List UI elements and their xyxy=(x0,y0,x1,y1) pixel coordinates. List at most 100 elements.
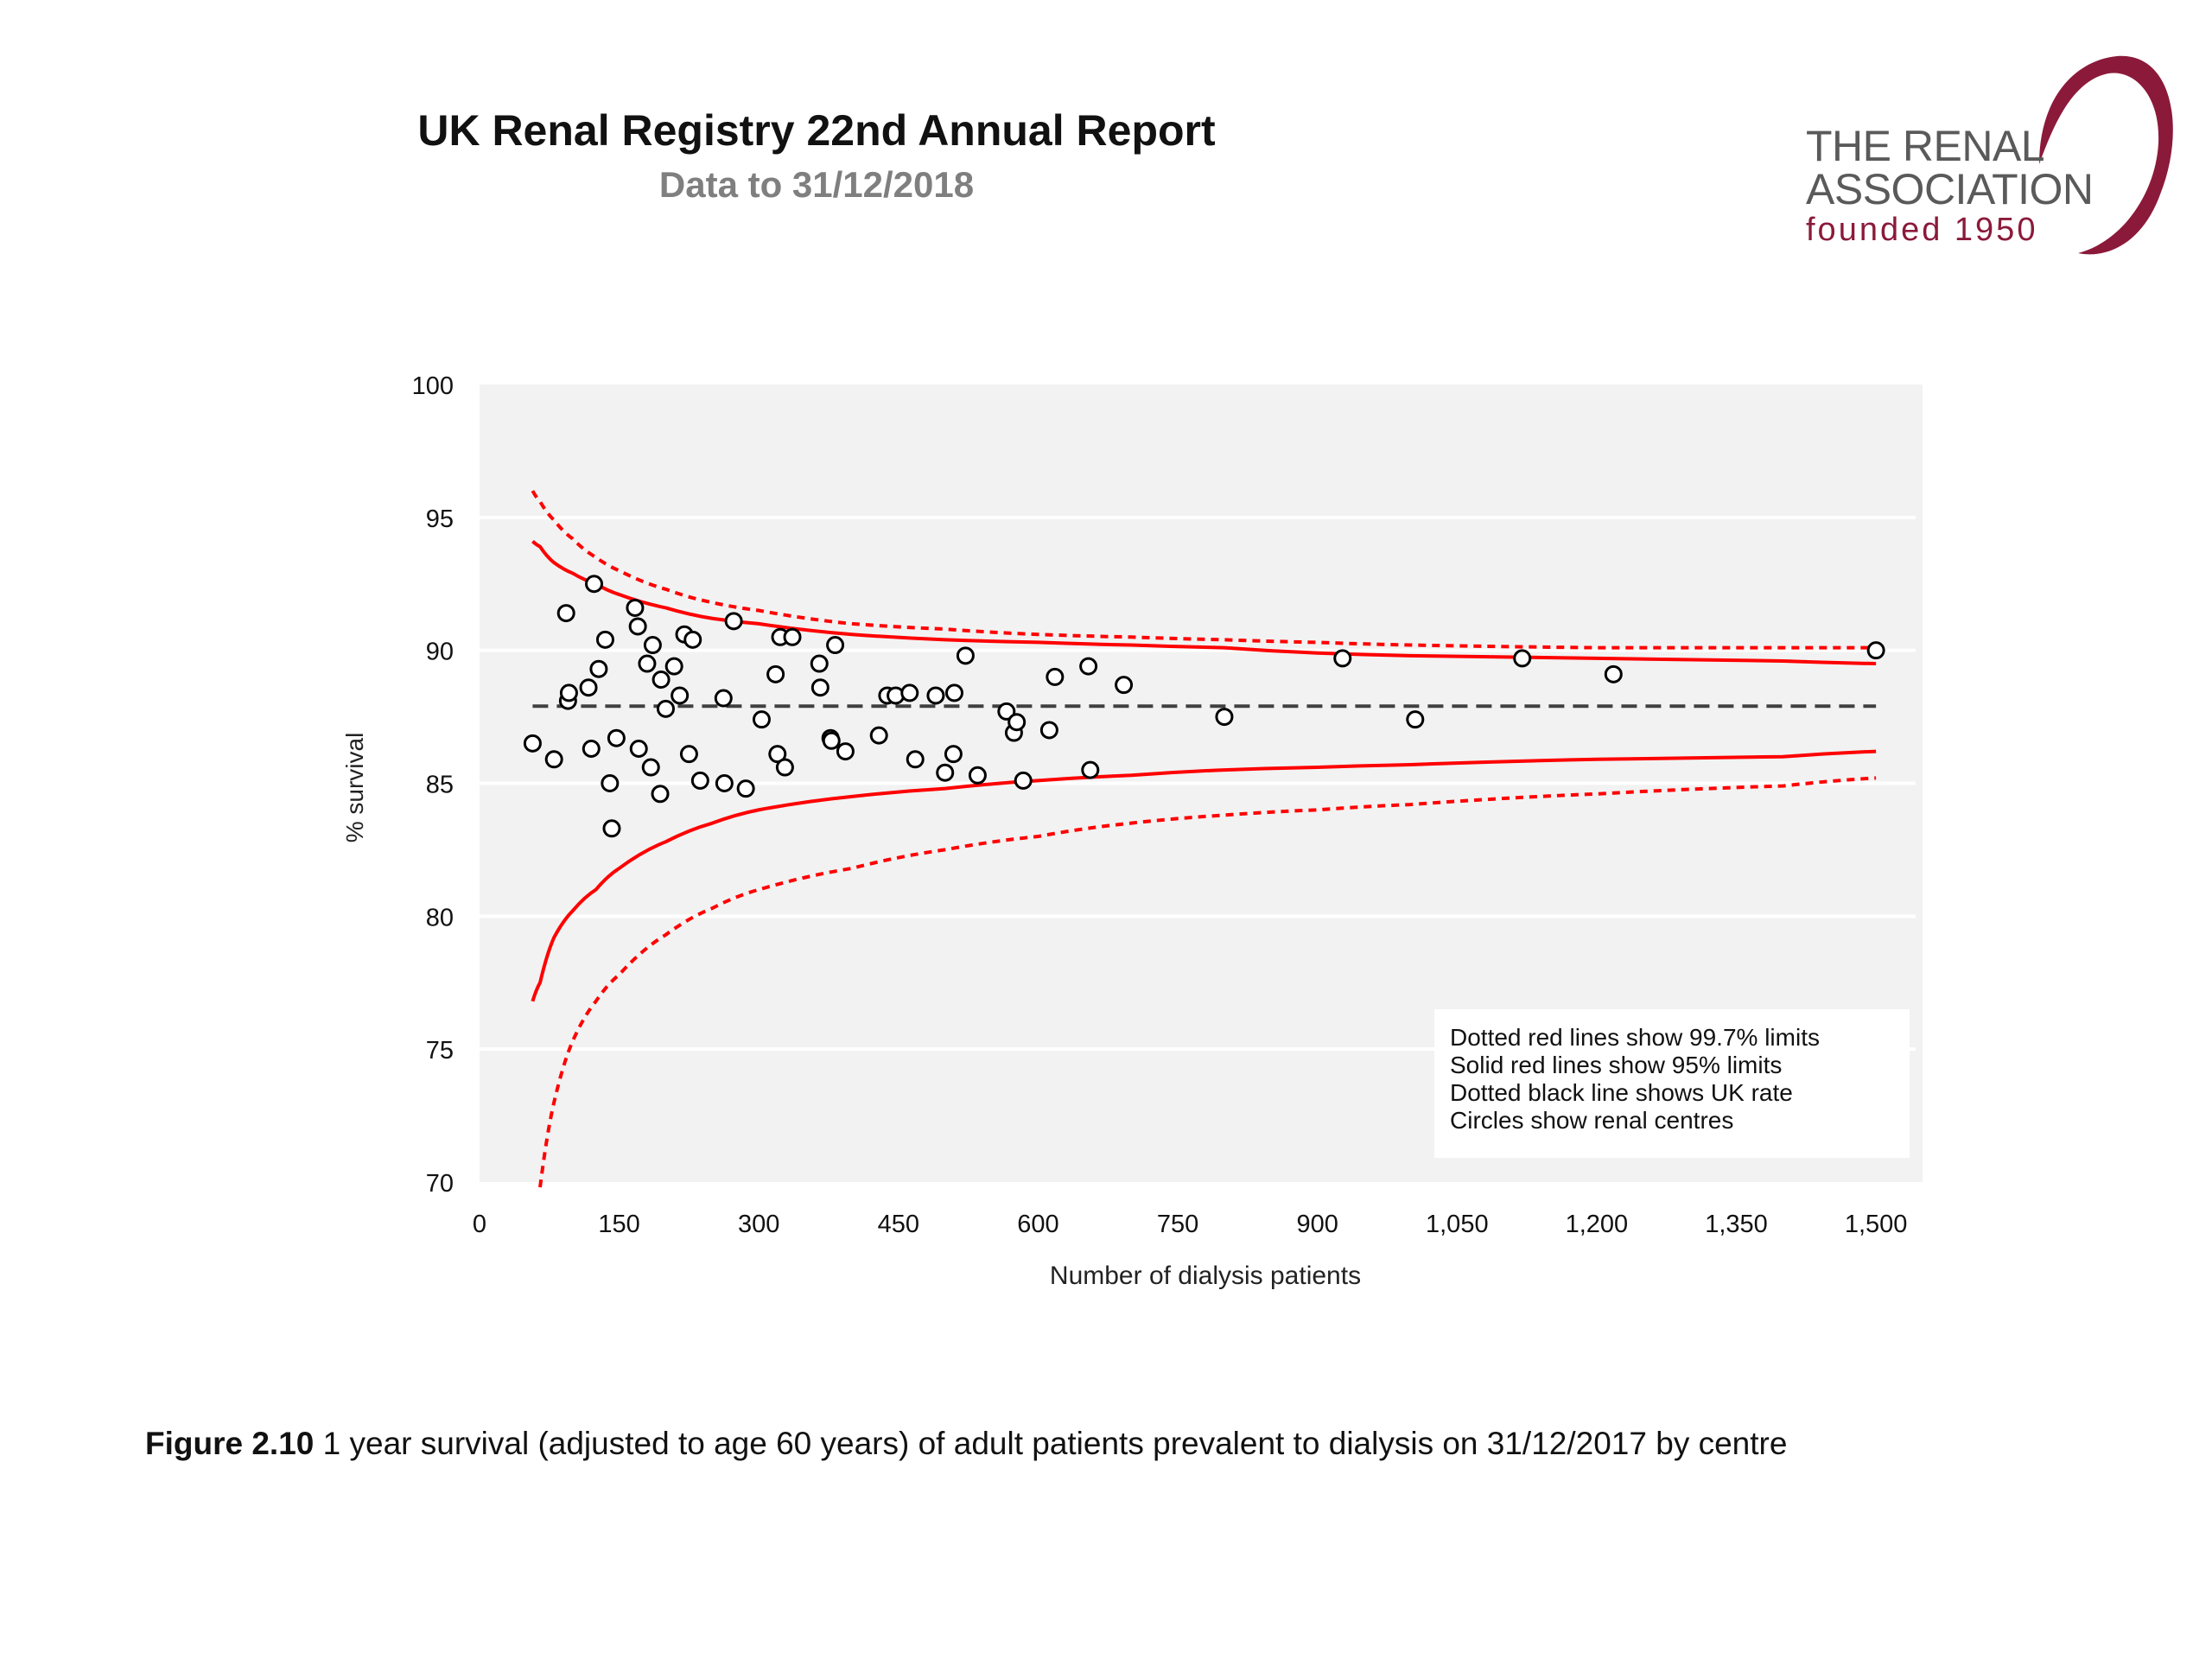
renal-centre-point xyxy=(651,785,670,804)
renal-centre-point xyxy=(652,671,671,690)
figure-caption-text: 1 year survival (adjusted to age 60 year… xyxy=(314,1426,1788,1461)
x-tick-label: 150 xyxy=(598,1211,639,1238)
renal-centre-point xyxy=(1081,760,1100,779)
logo-swirl-shape xyxy=(2039,55,2173,255)
renal-centre-point xyxy=(628,617,647,636)
renal-centre-point xyxy=(690,771,709,790)
report-subtitle: Data to 31/12/2018 xyxy=(658,164,975,205)
legend-background xyxy=(1434,1009,1910,1158)
renal-centre-point xyxy=(926,686,945,705)
renal-centre-point xyxy=(810,654,829,673)
renal-centre-point xyxy=(775,758,794,777)
renal-centre-point xyxy=(1039,721,1058,740)
legend-line-1: Dotted red lines show 99.7% limits xyxy=(1450,1024,1820,1051)
renal-centre-point xyxy=(783,627,802,646)
renal-centre-point xyxy=(822,731,841,750)
renal-centre-point xyxy=(736,779,755,798)
renal-centre-point xyxy=(579,678,598,697)
renal-centre-point xyxy=(968,766,987,785)
renal-association-logo: THE RENAL ASSOCIATION founded 1950 xyxy=(1780,48,2177,272)
renal-centre-point xyxy=(582,740,601,759)
renal-centre-point xyxy=(595,630,614,649)
y-tick-label: 100 xyxy=(412,372,454,400)
renal-centre-point xyxy=(671,686,690,705)
figure-label: Figure 2.10 xyxy=(145,1426,315,1461)
x-tick-label: 1,200 xyxy=(1566,1211,1629,1238)
renal-centre-point xyxy=(768,745,787,764)
renal-centre-point xyxy=(601,774,620,792)
y-tick-label: 75 xyxy=(426,1037,454,1065)
renal-centre-point xyxy=(626,598,645,617)
renal-centre-point xyxy=(766,664,785,683)
renal-centre-point xyxy=(585,575,604,594)
renal-centre-point xyxy=(826,636,845,655)
renal-centre-point xyxy=(1007,713,1027,732)
renal-centre-point xyxy=(752,710,771,729)
renal-centre-point xyxy=(556,604,575,623)
renal-centre-point xyxy=(1406,710,1425,729)
renal-centre-point xyxy=(629,740,648,759)
renal-centre-point xyxy=(944,745,963,764)
renal-centre-point xyxy=(544,750,563,769)
logo-text-line2: ASSOCIATION xyxy=(1806,165,2094,213)
renal-centre-point xyxy=(602,819,621,838)
renal-centre-point xyxy=(906,750,925,769)
renal-centre-point xyxy=(1513,649,1532,668)
x-tick-label: 0 xyxy=(473,1211,486,1238)
renal-centre-point xyxy=(724,612,743,631)
legend-line-3: Dotted black line shows UK rate xyxy=(1450,1079,1793,1106)
x-tick-label: 1,500 xyxy=(1845,1211,1908,1238)
y-axis-label: % survival xyxy=(341,733,368,843)
renal-centre-point xyxy=(656,699,675,718)
renal-centre-point xyxy=(643,636,662,655)
data-points xyxy=(523,575,1885,838)
renal-centre-point xyxy=(641,758,660,777)
renal-centre-point xyxy=(559,683,578,702)
renal-centre-point xyxy=(1079,657,1098,676)
x-tick-label: 750 xyxy=(1157,1211,1198,1238)
axis-ticks: 70 75 80 85 90 95 100 0 150 300 450 600 750 900 1,050 1… xyxy=(412,372,1908,1238)
x-tick-label: 300 xyxy=(738,1211,779,1238)
renal-centre-point xyxy=(683,630,702,649)
y-tick-label: 90 xyxy=(426,639,454,666)
figure-caption: Figure 2.10 1 year survival (adjusted to… xyxy=(145,1426,1787,1462)
renal-centre-point xyxy=(869,726,888,745)
renal-centre-point xyxy=(638,654,657,673)
y-tick-label: 70 xyxy=(426,1170,454,1198)
renal-centre-point xyxy=(679,745,698,764)
y-tick-label: 80 xyxy=(426,904,454,931)
renal-centre-point xyxy=(1014,771,1033,790)
renal-centre-point xyxy=(1115,676,1134,695)
renal-centre-point xyxy=(944,683,963,702)
renal-centre-point xyxy=(607,728,626,747)
x-tick-label: 450 xyxy=(878,1211,919,1238)
legend-box: Dotted red lines show 99.7% limits Solid… xyxy=(1434,1009,1910,1158)
renal-centre-point xyxy=(664,657,683,676)
x-axis-label: Number of dialysis patients xyxy=(1050,1262,1361,1290)
report-title: UK Renal Registry 22nd Annual Report xyxy=(417,106,1216,155)
renal-centre-point xyxy=(1866,641,1885,660)
lower-95-limit-line xyxy=(531,749,1877,1002)
y-tick-label: 85 xyxy=(426,772,454,799)
renal-centre-point xyxy=(997,702,1016,721)
renal-centre-point xyxy=(589,659,608,678)
renal-centre-point xyxy=(900,683,919,702)
renal-centre-point xyxy=(956,646,975,665)
x-tick-label: 600 xyxy=(1017,1211,1058,1238)
upper-99-7-limit-line xyxy=(531,490,1877,650)
renal-centre-point xyxy=(714,689,733,708)
renal-centre-point xyxy=(1046,667,1065,686)
renal-centre-point xyxy=(715,774,734,792)
legend-line-4: Circles show renal centres xyxy=(1450,1107,1733,1134)
renal-centre-point xyxy=(1333,649,1352,668)
renal-centre-point xyxy=(810,678,830,697)
legend-line-2: Solid red lines show 95% limits xyxy=(1450,1052,1782,1078)
x-tick-label: 1,350 xyxy=(1705,1211,1768,1238)
logo-swirl-icon xyxy=(2039,55,2173,255)
renal-centre-point xyxy=(836,742,855,761)
renal-centre-point xyxy=(936,763,955,782)
renal-centre-point xyxy=(1604,664,1623,683)
y-tick-label: 95 xyxy=(426,505,454,533)
x-tick-label: 900 xyxy=(1296,1211,1338,1238)
